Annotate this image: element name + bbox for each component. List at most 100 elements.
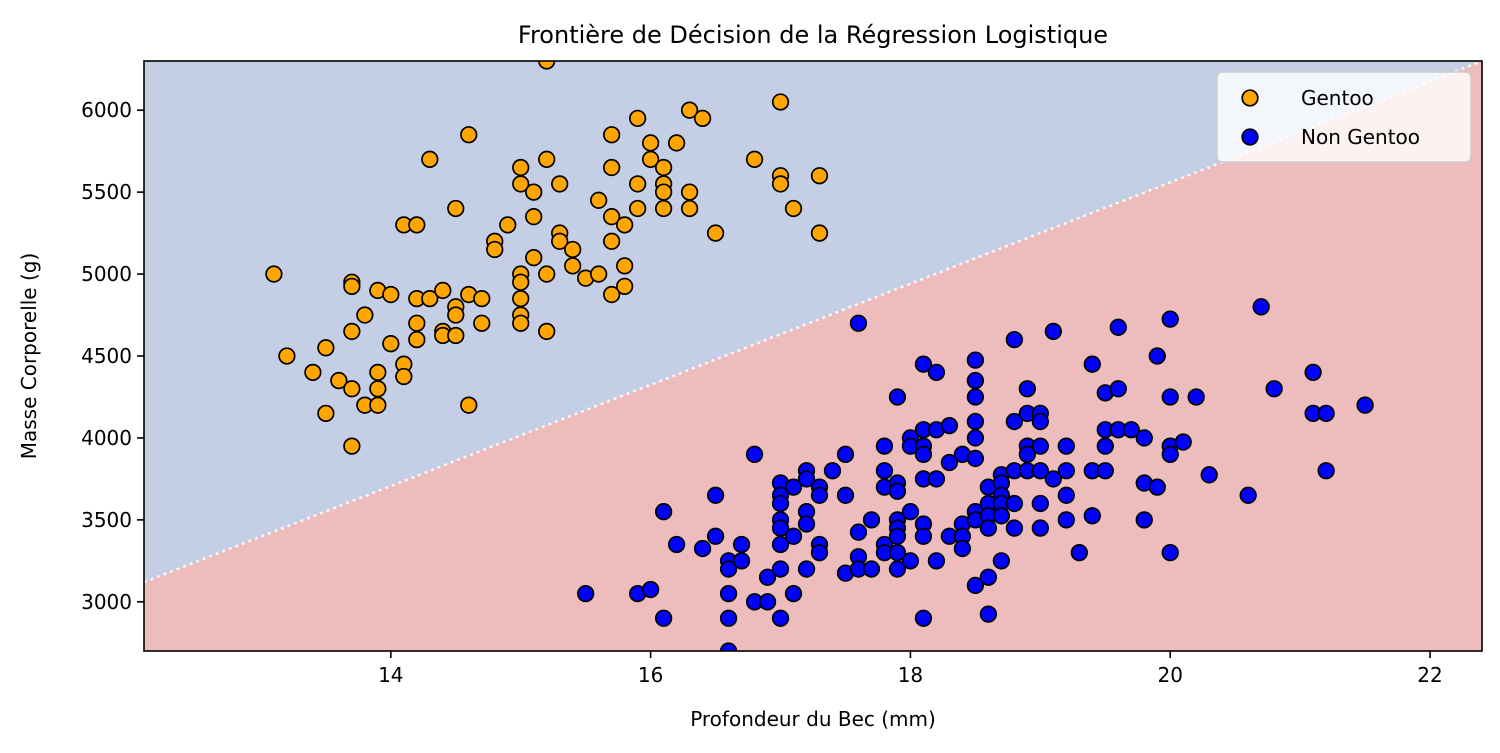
point-non-gentoo — [654, 609, 673, 627]
point-non-gentoo — [1161, 388, 1179, 406]
point-gentoo — [512, 273, 530, 291]
point-gentoo — [538, 322, 556, 341]
point-non-gentoo — [732, 552, 751, 570]
point-non-gentoo — [1070, 544, 1088, 562]
point-non-gentoo — [888, 527, 907, 545]
point-non-gentoo — [577, 584, 595, 603]
point-gentoo — [278, 347, 296, 365]
point-gentoo — [382, 335, 400, 353]
point-non-gentoo — [966, 576, 985, 595]
point-non-gentoo — [771, 560, 790, 578]
point-non-gentoo — [1265, 380, 1283, 398]
point-gentoo — [343, 437, 361, 455]
point-non-gentoo — [797, 470, 816, 488]
point-gentoo — [343, 380, 361, 398]
point-gentoo — [784, 199, 803, 218]
point-gentoo — [771, 175, 790, 193]
point-gentoo — [667, 134, 686, 152]
point-non-gentoo — [1005, 330, 1023, 349]
point-non-gentoo — [1044, 470, 1062, 488]
point-non-gentoo — [966, 449, 985, 468]
point-non-gentoo — [888, 482, 907, 500]
point-gentoo — [564, 257, 582, 275]
point-non-gentoo — [784, 584, 803, 603]
point-gentoo — [369, 363, 387, 382]
point-gentoo — [680, 183, 699, 201]
point-non-gentoo — [1031, 462, 1049, 480]
point-non-gentoo — [849, 314, 868, 332]
point-non-gentoo — [966, 429, 985, 447]
point-non-gentoo — [1044, 322, 1062, 341]
point-non-gentoo — [1161, 445, 1179, 463]
point-gentoo — [745, 150, 764, 168]
point-non-gentoo — [1135, 511, 1153, 529]
point-non-gentoo — [810, 544, 829, 562]
point-non-gentoo — [797, 515, 816, 533]
point-non-gentoo — [719, 609, 738, 627]
point-non-gentoo — [1031, 494, 1049, 513]
point-gentoo — [538, 265, 556, 283]
point-non-gentoo — [966, 412, 985, 431]
point-gentoo — [265, 265, 283, 283]
point-non-gentoo — [1356, 396, 1374, 414]
point-non-gentoo — [979, 568, 998, 586]
legend: Gentoo Non Gentoo — [1216, 71, 1472, 163]
point-gentoo — [628, 109, 647, 128]
point-non-gentoo — [1317, 404, 1335, 423]
point-non-gentoo — [784, 478, 803, 496]
point-non-gentoo — [771, 609, 790, 627]
point-non-gentoo — [1005, 494, 1023, 513]
point-non-gentoo — [836, 486, 855, 504]
point-non-gentoo — [888, 560, 907, 578]
point-gentoo — [408, 216, 426, 234]
point-gentoo — [654, 199, 673, 218]
point-non-gentoo — [758, 568, 777, 586]
point-non-gentoo — [784, 527, 803, 545]
y-tick-label: 3000 — [81, 590, 132, 614]
point-non-gentoo — [953, 539, 972, 558]
point-gentoo — [356, 306, 374, 324]
point-gentoo — [771, 93, 790, 111]
point-gentoo — [680, 199, 699, 218]
point-non-gentoo — [823, 462, 842, 480]
point-gentoo — [590, 265, 608, 283]
point-non-gentoo — [1005, 412, 1023, 431]
point-gentoo — [408, 314, 426, 332]
point-non-gentoo — [745, 445, 764, 463]
point-non-gentoo — [810, 486, 829, 504]
point-gentoo — [525, 249, 543, 267]
point-gentoo — [603, 158, 621, 177]
point-non-gentoo — [966, 371, 985, 390]
point-non-gentoo — [654, 503, 673, 521]
point-non-gentoo — [1174, 433, 1192, 451]
point-non-gentoo — [914, 445, 933, 463]
y-tick-label: 6000 — [81, 98, 132, 122]
point-gentoo — [369, 380, 387, 398]
point-non-gentoo — [979, 519, 998, 537]
point-non-gentoo — [901, 552, 920, 570]
x-tick-label: 22 — [1417, 663, 1442, 687]
point-non-gentoo — [1096, 437, 1114, 455]
point-gentoo — [654, 158, 673, 177]
point-gentoo — [706, 224, 725, 242]
point-gentoo — [538, 150, 556, 168]
point-gentoo — [395, 367, 413, 386]
point-non-gentoo — [706, 527, 725, 545]
point-non-gentoo — [1304, 363, 1322, 382]
point-gentoo — [473, 314, 491, 332]
y-tick-label: 4500 — [81, 344, 132, 368]
point-non-gentoo — [771, 494, 790, 513]
point-gentoo — [615, 277, 634, 295]
point-gentoo — [641, 134, 660, 152]
point-non-gentoo — [888, 388, 907, 406]
point-non-gentoo — [1057, 511, 1075, 529]
point-gentoo — [551, 175, 569, 193]
point-non-gentoo — [1057, 462, 1075, 480]
point-gentoo — [343, 322, 361, 341]
point-non-gentoo — [1252, 298, 1270, 316]
point-gentoo — [473, 289, 491, 308]
point-gentoo — [603, 126, 621, 144]
y-tick-label: 5000 — [81, 262, 132, 286]
point-gentoo — [615, 257, 634, 275]
